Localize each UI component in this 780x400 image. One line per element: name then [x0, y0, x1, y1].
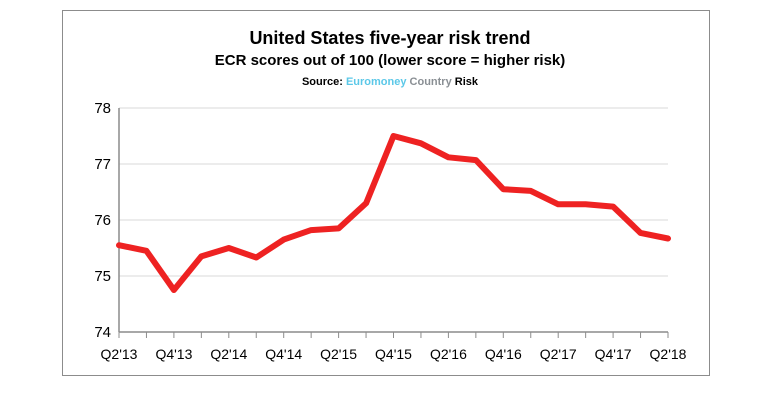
data-point	[502, 188, 504, 190]
data-point	[475, 159, 477, 161]
series-line	[116, 133, 671, 293]
data-point	[145, 250, 147, 252]
chart-title: United States five-year risk trend	[249, 28, 531, 48]
x-tick-label: Q4'15	[375, 346, 412, 362]
chart-source: Source: Euromoney Country Risk	[0, 76, 780, 88]
x-tick-label: Q2'15	[320, 346, 357, 362]
source-brand-risk: Risk	[454, 76, 479, 88]
data-point	[173, 289, 175, 291]
x-tick-label: Q2'17	[540, 346, 577, 362]
y-axis-ticks: 74 75 76 77 78	[94, 100, 111, 341]
data-point	[255, 257, 257, 259]
source-prefix: Source:	[301, 76, 346, 88]
x-axis-ticks: Q2'13 Q4'13 Q2'14 Q4'14 Q2'15 Q4'15 Q2'16 Q4'16…	[101, 332, 687, 362]
y-tick-label: 74	[94, 324, 111, 341]
data-point	[200, 255, 202, 257]
series-group	[116, 133, 671, 293]
data-point	[557, 203, 559, 205]
data-point	[667, 237, 669, 239]
chart-frame	[62, 10, 710, 376]
data-point	[118, 244, 120, 246]
source-brand-country: Country	[409, 76, 452, 88]
y-tick-label: 78	[94, 100, 111, 117]
y-tick-label: 75	[94, 268, 111, 285]
data-point	[393, 135, 394, 137]
data-point	[585, 203, 587, 205]
x-tick-label: Q4'13	[155, 346, 192, 362]
data-point	[420, 142, 422, 144]
data-point	[530, 190, 532, 192]
data-point	[338, 227, 340, 229]
data-point	[640, 232, 642, 234]
x-tick-label: Q2'18	[650, 346, 687, 362]
data-point	[310, 229, 312, 231]
y-tick-label: 77	[94, 156, 111, 173]
x-tick-label: Q4'17	[595, 346, 632, 362]
x-tick-label: Q2'14	[210, 346, 247, 362]
chart-subtitle: ECR scores out of 100 (lower score = hig…	[214, 52, 566, 69]
x-tick-label: Q4'16	[485, 346, 522, 362]
data-point	[612, 206, 614, 208]
x-tick-label: Q2'16	[430, 346, 467, 362]
source-brand-euromoney: Euromoney	[345, 76, 407, 88]
x-tick-label: Q4'14	[265, 346, 302, 362]
y-tick-label: 76	[94, 212, 111, 229]
data-point	[228, 247, 230, 249]
x-tick-label: Q2'13	[101, 346, 138, 362]
data-point	[283, 239, 285, 241]
data-point	[447, 156, 449, 158]
data-point	[365, 202, 367, 204]
